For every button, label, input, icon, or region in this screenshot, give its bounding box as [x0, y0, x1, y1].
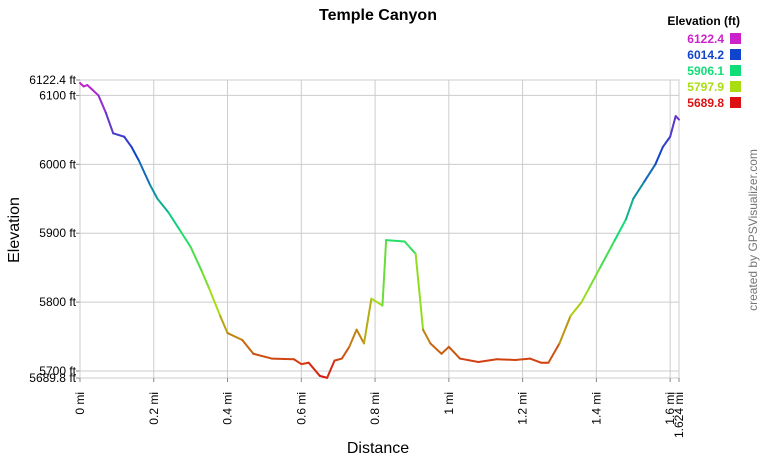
- elevation-segment: [429, 342, 443, 355]
- elevation-segment: [138, 159, 152, 186]
- y-tick-label: 6100 ft: [39, 88, 76, 102]
- elevation-segment: [588, 266, 602, 290]
- legend-label: 5797.9: [687, 80, 724, 94]
- elevation-segment: [90, 87, 100, 97]
- legend-swatch: [730, 97, 741, 108]
- elevation-segment: [381, 239, 388, 307]
- elevation-segment: [104, 111, 115, 135]
- elevation-segment: [370, 297, 384, 307]
- elevation-segment: [156, 197, 170, 214]
- y-tick-label: 5900 ft: [39, 226, 76, 240]
- legend-swatch: [730, 33, 741, 44]
- elevation-segment: [123, 135, 133, 149]
- elevation-segment: [252, 352, 273, 360]
- elevation-segment: [477, 358, 498, 364]
- elevation-segment: [558, 314, 572, 345]
- legend-swatch: [730, 81, 741, 92]
- x-tick-label: 1.2 mi: [516, 392, 530, 425]
- y-tick-label: 6122.4 ft: [29, 73, 76, 87]
- elevation-segment: [200, 270, 211, 290]
- elevation-segment: [385, 239, 406, 243]
- elevation-segment: [440, 345, 450, 355]
- legend-label: 6122.4: [687, 32, 724, 46]
- x-tick-label: 0 mi: [73, 392, 87, 415]
- elevation-segment: [403, 240, 417, 255]
- chart-title: Temple Canyon: [319, 7, 437, 24]
- elevation-segment: [340, 345, 351, 360]
- elevation-segment: [669, 115, 677, 138]
- y-tick-label: 5689.8 ft: [29, 371, 76, 385]
- y-axis-label: Elevation: [6, 197, 23, 263]
- y-tick-label: 6000 ft: [39, 157, 76, 171]
- elevation-segment: [167, 211, 181, 231]
- credit: created by GPSVisualizer.com: [746, 149, 760, 311]
- x-tick-label: 0.2 mi: [147, 392, 161, 425]
- x-tick-label: 1 mi: [442, 392, 456, 415]
- x-tick-label: 0.8 mi: [368, 392, 382, 425]
- elevation-segment: [422, 328, 432, 345]
- elevation-segment: [580, 287, 591, 304]
- elevation-segment: [226, 332, 244, 341]
- elevation-segment: [149, 183, 159, 200]
- elevation-segment: [624, 197, 635, 221]
- x-tick-label: 0.6 mi: [294, 392, 308, 425]
- x-tick-label: 0.4 mi: [221, 392, 235, 425]
- plot-area: [79, 79, 680, 379]
- elevation-segment: [528, 357, 543, 364]
- elevation-segment: [97, 94, 107, 114]
- legend-label: 6014.2: [687, 48, 724, 62]
- elevation-segment: [189, 245, 203, 273]
- elevation-segment: [654, 146, 664, 166]
- elevation-segment: [414, 252, 425, 331]
- elevation-segment: [318, 374, 329, 379]
- x-tick-label: 1.624 mi: [672, 392, 686, 438]
- elevation-segment: [599, 239, 616, 269]
- elevation-segment: [632, 180, 646, 200]
- elevation-segment: [241, 338, 255, 355]
- elevation-segment: [333, 357, 343, 362]
- elevation-segment: [495, 358, 517, 361]
- y-tick-label: 5700 ft: [39, 364, 76, 378]
- x-tick-label: 1.4 mi: [589, 392, 603, 425]
- elevation-segment: [355, 328, 366, 345]
- legend-label: 5906.1: [687, 64, 724, 78]
- elevation-segment: [674, 115, 680, 121]
- elevation-segment: [458, 357, 480, 364]
- elevation-segment: [348, 328, 358, 348]
- elevation-segment: [363, 297, 373, 345]
- legend-label: 5689.8: [687, 96, 724, 110]
- elevation-segment: [130, 146, 141, 162]
- x-axis-label: Distance: [347, 440, 409, 457]
- legend-swatch: [730, 65, 741, 76]
- elevation-segment: [300, 361, 310, 366]
- elevation-segment: [292, 358, 303, 366]
- x-tick-label: 1.6 mi: [663, 392, 677, 425]
- elevation-segment: [270, 357, 295, 361]
- elevation-segment: [643, 163, 657, 183]
- elevation-segment: [326, 359, 336, 379]
- elevation-segment: [613, 218, 627, 242]
- elevation-segment: [569, 301, 583, 317]
- elevation-segment: [447, 345, 461, 360]
- elevation-segment: [112, 132, 126, 138]
- elevation-segment: [547, 342, 561, 364]
- legend-swatch: [730, 49, 741, 60]
- elevation-segment: [514, 357, 531, 361]
- elevation-segment: [208, 287, 222, 317]
- elevation-segment: [661, 135, 672, 149]
- y-tick-label: 5800 ft: [39, 295, 76, 309]
- elevation-segment: [307, 361, 321, 377]
- elevation-segment: [178, 228, 192, 248]
- legend-title: Elevation (ft): [667, 14, 740, 28]
- elevation-segment: [219, 314, 229, 335]
